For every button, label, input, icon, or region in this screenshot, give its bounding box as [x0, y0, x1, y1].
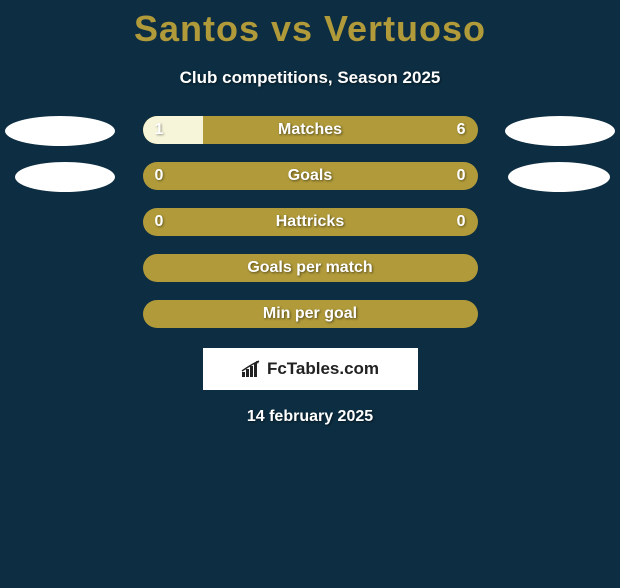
stat-bar-mpg: Min per goal: [143, 300, 478, 328]
stat-label: Matches: [143, 116, 478, 144]
stat-right-value: 0: [457, 162, 466, 190]
stat-label: Min per goal: [143, 300, 478, 328]
team-badge-left-2: [15, 162, 115, 192]
stat-right-value: 6: [457, 116, 466, 144]
stat-right-value: 0: [457, 208, 466, 236]
stat-label: Hattricks: [143, 208, 478, 236]
page-title: Santos vs Vertuoso: [0, 8, 620, 50]
stat-bar-hattricks: 0 Hattricks 0: [143, 208, 478, 236]
stat-bar-matches: 1 Matches 6: [143, 116, 478, 144]
stats-area: 1 Matches 6 0 Goals 0 0 Hattricks 0 Goal…: [0, 116, 620, 328]
stat-bar-gpm: Goals per match: [143, 254, 478, 282]
subtitle: Club competitions, Season 2025: [0, 68, 620, 88]
stat-bar-goals: 0 Goals 0: [143, 162, 478, 190]
logo-text: FcTables.com: [267, 359, 379, 379]
stat-label: Goals: [143, 162, 478, 190]
team-badge-right-2: [508, 162, 610, 192]
match-date: 14 february 2025: [0, 408, 620, 426]
team-badge-right-1: [505, 116, 615, 146]
stat-label: Goals per match: [143, 254, 478, 282]
team-badge-left-1: [5, 116, 115, 146]
fctables-logo[interactable]: FcTables.com: [203, 348, 418, 390]
chart-icon: [241, 360, 263, 378]
bars-container: 1 Matches 6 0 Goals 0 0 Hattricks 0 Goal…: [143, 116, 478, 328]
